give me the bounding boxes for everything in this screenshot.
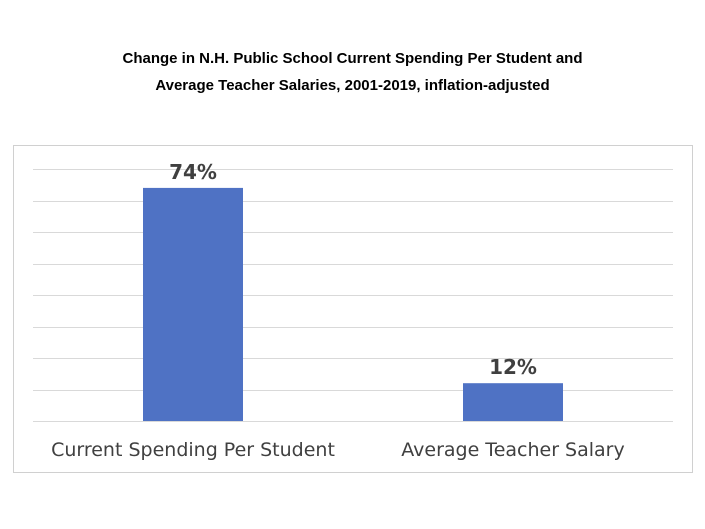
gridlines <box>33 169 673 422</box>
bar-1 <box>463 383 563 421</box>
category-labels: Current Spending Per Student Average Teac… <box>51 439 625 461</box>
chart-title-line-2: Average Teacher Salaries, 2001-2019, inf… <box>155 77 550 94</box>
chart-title-line-1: Change in N.H. Public School Current Spe… <box>122 50 583 67</box>
category-label-0: Current Spending Per Student <box>51 439 335 461</box>
data-label-0: 74% <box>169 160 217 184</box>
data-labels: 74% 12% <box>169 160 537 379</box>
chart-frame <box>13 145 693 473</box>
category-label-1: Average Teacher Salary <box>401 439 624 461</box>
bar-0 <box>143 187 243 421</box>
data-label-1: 12% <box>489 355 537 379</box>
bars <box>143 187 563 421</box>
